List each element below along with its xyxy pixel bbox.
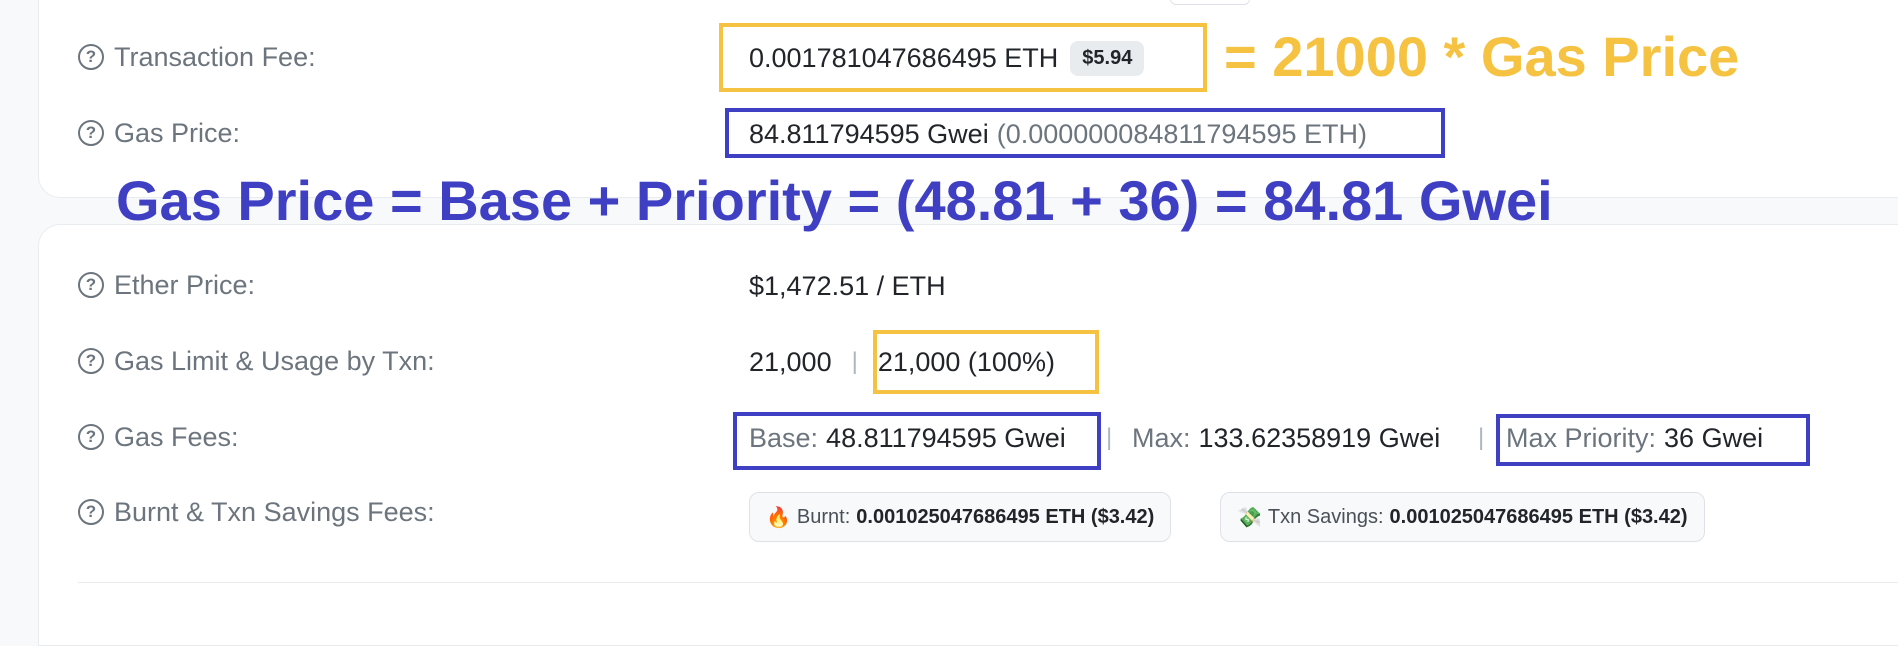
separator: | [1478, 424, 1485, 451]
divider [78, 582, 1898, 583]
gas-fees-label: Gas Fees: [114, 421, 239, 452]
base-label: Base: [749, 422, 819, 453]
priority-label: Max Priority: [1506, 422, 1657, 453]
gas-fees-sep-1: | [1106, 420, 1112, 456]
gas-price-eth: (0.000000084811794595 ETH) [996, 118, 1367, 149]
separator: | [1106, 424, 1113, 451]
transaction-card-top [38, 0, 1898, 198]
base-highlight-box [733, 412, 1101, 470]
question-circle-icon[interactable]: ? [78, 120, 104, 146]
gas-limit-label-row: ? Gas Limit & Usage by Txn: [78, 344, 435, 378]
ether-price-label: Ether Price: [114, 269, 256, 300]
burnt-label-row: ? Burnt & Txn Savings Fees: [78, 495, 435, 529]
gas-fees-priority: Max Priority: 36 Gwei [1506, 420, 1763, 456]
question-circle-icon[interactable]: ? [78, 272, 104, 298]
gas-price-label: Gas Price: [114, 117, 241, 148]
question-circle-icon[interactable]: ? [78, 424, 104, 450]
priority-value: 36 Gwei [1664, 422, 1764, 453]
transaction-fee-usd-badge: $5.94 [1070, 40, 1145, 76]
burnt-badge-value: 0.001025047686495 ETH ($3.42) [856, 505, 1155, 528]
gas-price-label-row: ? Gas Price: [78, 116, 240, 150]
question-circle-icon[interactable]: ? [78, 44, 104, 70]
gas-formula-annotation: Gas Price = Base + Priority = (48.81 + 3… [116, 169, 1553, 232]
savings-badge-label: Txn Savings: [1267, 505, 1384, 528]
ether-price-value: $1,472.51 / ETH [749, 270, 946, 301]
transaction-fee-label: Transaction Fee: [114, 41, 316, 72]
transaction-card-bottom [38, 224, 1898, 646]
gas-fees-base: Base: 48.811794595 Gwei [749, 420, 1066, 456]
gas-fees-label-row: ? Gas Fees: [78, 420, 239, 454]
fire-icon: 🔥 [766, 506, 791, 529]
transaction-fee-eth: 0.001781047686495 ETH [749, 42, 1059, 73]
gas-fees-max: Max: 133.62358919 Gwei [1132, 420, 1440, 456]
top-stub [1170, 0, 1250, 5]
gas-fees-sep-2: | [1478, 420, 1484, 456]
separator: | [851, 348, 858, 375]
gas-usage: 21,000 (100%) [877, 346, 1055, 377]
transaction-fee-label-row: ? Transaction Fee: [78, 40, 316, 74]
fee-highlight-box [719, 23, 1207, 92]
gas-price-highlight-box [725, 108, 1445, 158]
question-circle-icon[interactable]: ? [78, 348, 104, 374]
burnt-label: Burnt & Txn Savings Fees: [114, 496, 435, 527]
burnt-badge: 🔥 Burnt: 0.001025047686495 ETH ($3.42) [749, 492, 1172, 542]
ether-price-label-row: ? Ether Price: [78, 268, 255, 302]
gas-limit: 21,000 [749, 346, 832, 377]
max-label: Max: [1132, 422, 1191, 453]
gas-limit-label: Gas Limit & Usage by Txn: [114, 345, 435, 376]
gas-limit-value: 21,000 | 21,000 (100%) [749, 344, 1055, 380]
money-icon: 💸 [1237, 506, 1262, 529]
question-circle-icon[interactable]: ? [78, 499, 104, 525]
gas-price-gwei: 84.811794595 Gwei [749, 118, 989, 149]
gas-price-value: 84.811794595 Gwei (0.000000084811794595 … [749, 116, 1367, 152]
burnt-badge-label: Burnt: [796, 505, 851, 528]
priority-highlight-box [1496, 414, 1810, 466]
txn-savings-badge: 💸 Txn Savings: 0.001025047686495 ETH ($3… [1220, 492, 1705, 542]
usage-highlight-box [873, 330, 1099, 394]
base-value: 48.811794595 Gwei [826, 422, 1066, 453]
savings-badge-value: 0.001025047686495 ETH ($3.42) [1389, 505, 1688, 528]
transaction-fee-value: 0.001781047686495 ETH $5.94 [749, 40, 1145, 76]
fee-formula-annotation: = 21000 * Gas Price [1224, 25, 1740, 88]
max-value: 133.62358919 Gwei [1198, 422, 1441, 453]
